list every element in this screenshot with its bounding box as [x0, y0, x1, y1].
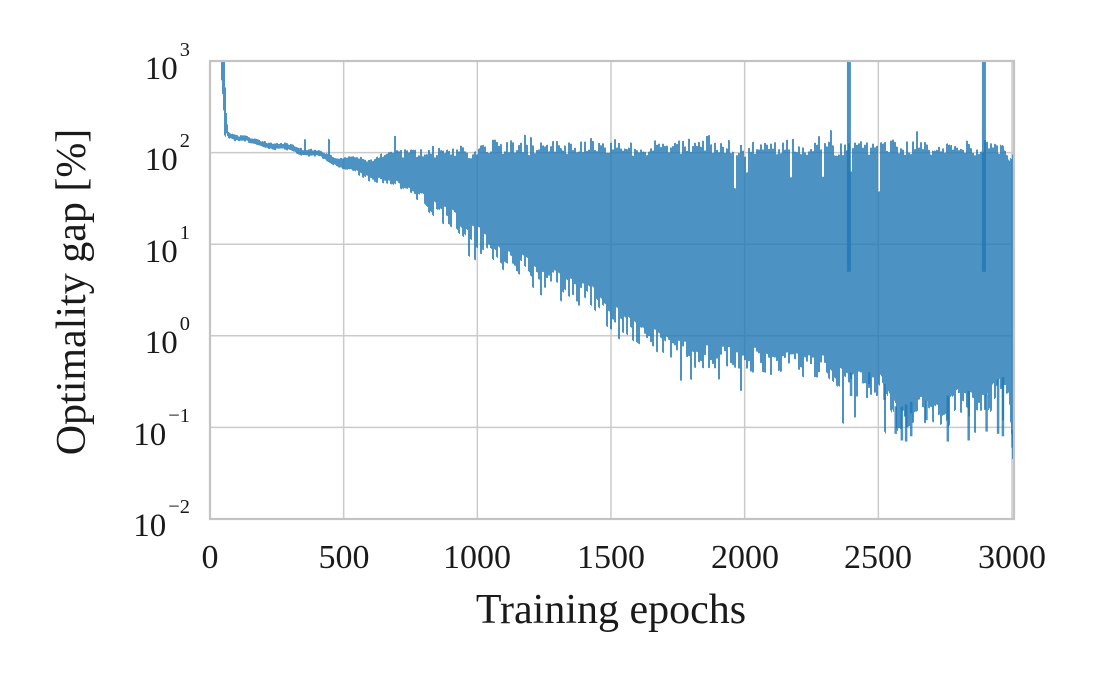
y-tick-base: 10: [144, 325, 178, 361]
y-tick-label: 103: [40, 39, 190, 87]
y-tick-exponent: −2: [168, 496, 190, 519]
y-tick-base: 10: [133, 417, 167, 453]
y-tick-exponent: 3: [179, 39, 190, 62]
y-tick-base: 10: [144, 142, 178, 178]
y-tick-exponent: 2: [179, 130, 190, 153]
y-tick-exponent: 1: [179, 222, 190, 245]
y-tick-exponent: 0: [179, 313, 190, 336]
x-tick-label: 3000: [978, 539, 1046, 576]
y-tick-label: 102: [40, 130, 190, 178]
y-tick-label: 10−1: [40, 405, 190, 453]
x-tick-label: 0: [201, 539, 219, 576]
y-axis-title: Optimality gap [%]: [49, 128, 95, 456]
y-tick-base: 10: [144, 234, 178, 270]
y-tick-base: 10: [144, 51, 178, 87]
x-tick-label: 2000: [711, 539, 779, 576]
x-tick-label: 2500: [844, 539, 912, 576]
x-axis-title: Training epochs: [475, 587, 747, 633]
y-tick-exponent: −1: [168, 405, 190, 428]
y-tick-label: 101: [40, 222, 190, 270]
x-tick-label: 500: [318, 539, 370, 576]
x-tick-label: 1000: [443, 539, 511, 576]
y-tick-base: 10: [133, 508, 167, 544]
y-tick-label: 100: [40, 313, 190, 361]
x-tick-label: 1500: [577, 539, 645, 576]
y-tick-label: 10−2: [40, 496, 190, 544]
